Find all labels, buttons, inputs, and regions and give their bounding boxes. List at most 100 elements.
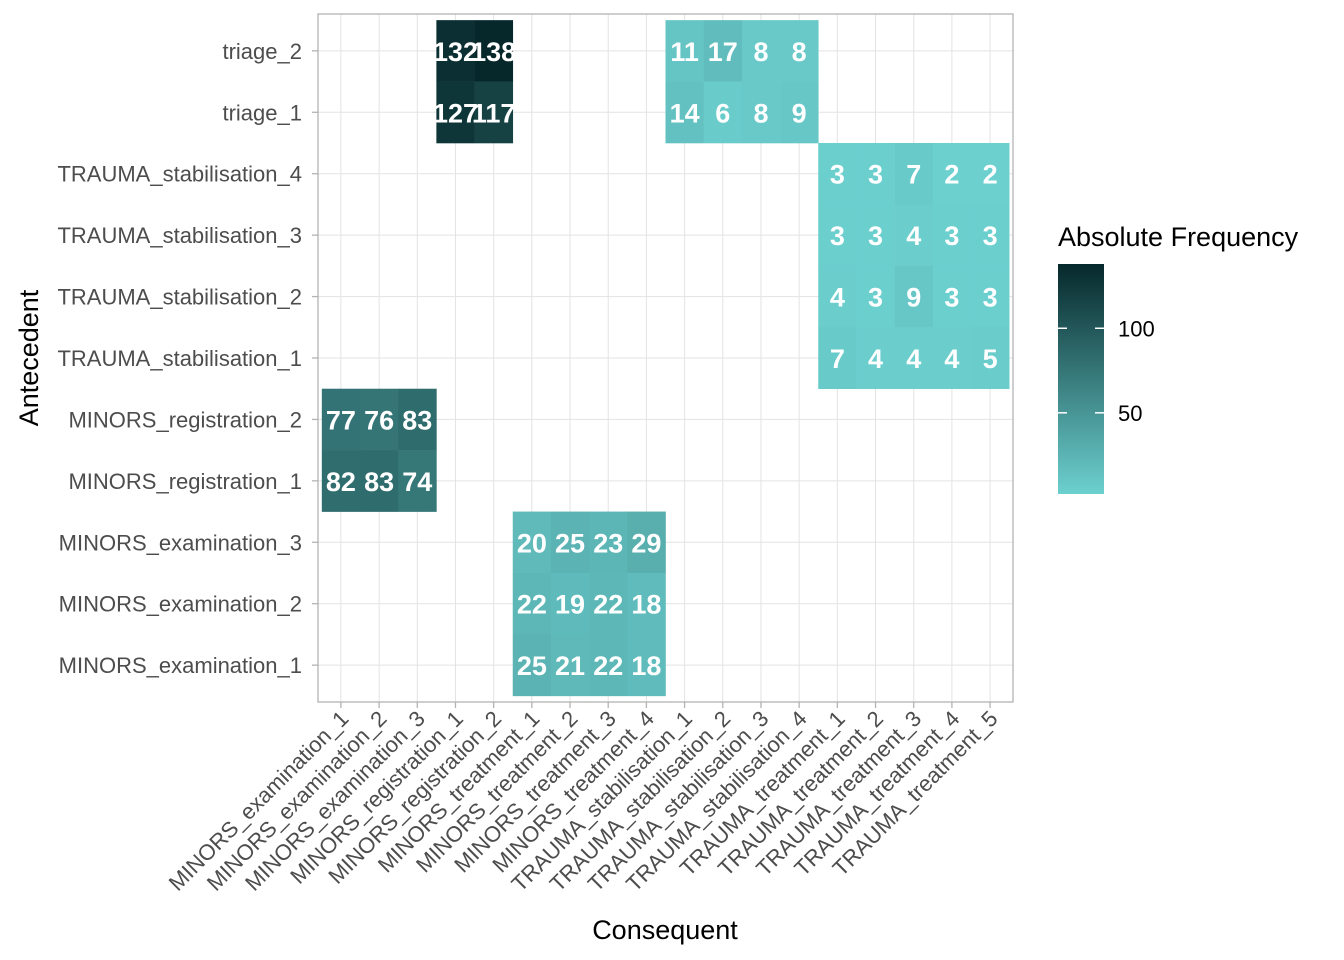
heatmap-cells: [321, 20, 1010, 697]
heatmap-cell: [589, 573, 628, 635]
heatmap-cell: [436, 20, 475, 82]
heatmap-cell: [665, 20, 704, 82]
y-tick-label: TRAUMA_stabilisation_3: [57, 223, 302, 248]
cell-value-label: 3: [944, 221, 959, 251]
cell-value-label: 3: [983, 283, 998, 313]
cell-value-label: 2: [944, 160, 959, 190]
cell-value-label: 8: [753, 98, 768, 128]
cell-value-label: 7: [830, 344, 845, 374]
x-axis-title: Consequent: [592, 915, 738, 945]
y-tick-label: triage_1: [222, 100, 302, 125]
heatmap-cell: [818, 327, 857, 390]
heatmap-cell: [894, 265, 934, 328]
heatmap-cell: [321, 388, 361, 451]
cell-value-label: 4: [906, 344, 921, 374]
cell-value-label: 9: [792, 98, 807, 128]
cell-value-label: 127: [433, 98, 478, 128]
legend: Absolute Frequency 50 100: [1058, 222, 1299, 494]
y-tick-label: MINORS_registration_1: [68, 469, 302, 494]
heatmap-cell: [398, 450, 437, 512]
cell-value-label: 82: [326, 467, 356, 497]
cell-value-label: 18: [631, 651, 661, 681]
heatmap-cell: [894, 327, 934, 390]
cell-value-label: 3: [868, 283, 883, 313]
y-tick-label: MINORS_registration_2: [68, 407, 302, 432]
heatmap-cell: [818, 143, 857, 205]
heatmap-cell: [589, 634, 628, 697]
cell-value-label: 2: [983, 160, 998, 190]
cell-value-label: 5: [983, 344, 998, 374]
legend-colorbar: [1058, 264, 1104, 494]
heatmap-cell: [627, 511, 666, 574]
x-axis-ticks: MINORS_examination_1MINORS_examination_2…: [164, 702, 1003, 896]
cell-value-label: 22: [593, 651, 623, 681]
cell-value-label: 20: [517, 528, 547, 558]
heatmap-cell: [665, 81, 704, 144]
cell-value-label: 4: [868, 344, 883, 374]
cell-value-label: 8: [792, 37, 807, 67]
y-axis-title: Antecedent: [14, 289, 44, 426]
cell-value-label: 22: [517, 590, 547, 620]
heatmap-cell: [512, 573, 552, 635]
heatmap-cell: [474, 81, 514, 144]
cell-value-label: 17: [708, 37, 738, 67]
heatmap-cell: [894, 143, 934, 205]
y-tick-label: triage_2: [222, 39, 302, 64]
cell-value-label: 117: [472, 98, 516, 128]
cell-value-label: 132: [433, 37, 478, 67]
y-tick-label: TRAUMA_stabilisation_1: [57, 346, 302, 371]
cell-value-label: 6: [715, 98, 730, 128]
heatmap-cell: [780, 20, 819, 82]
heatmap-cell: [932, 204, 972, 267]
cell-value-label: 3: [830, 221, 845, 251]
cell-value-label: 25: [555, 528, 585, 558]
cell-value-label: 3: [944, 283, 959, 313]
cell-value-label: 3: [868, 221, 883, 251]
cell-value-label: 21: [555, 651, 585, 681]
heatmap-cell: [970, 204, 1010, 267]
heatmap-cell: [398, 388, 437, 451]
heatmap-cell: [589, 511, 628, 574]
y-tick-label: MINORS_examination_2: [59, 592, 302, 617]
heatmap-cell: [703, 20, 743, 82]
heatmap-cell: [550, 573, 590, 635]
heatmap-cell: [970, 327, 1010, 390]
heatmap-cell: [550, 634, 590, 697]
heatmap-cell: [703, 81, 743, 144]
cell-value-label: 83: [364, 467, 394, 497]
heatmap-cell: [894, 204, 934, 267]
cell-value-label: 29: [631, 528, 661, 558]
cell-value-label: 76: [364, 405, 394, 435]
cell-value-label: 19: [555, 590, 585, 620]
cell-value-label: 14: [670, 98, 700, 128]
heatmap-cell: [856, 143, 895, 205]
heatmap-cell: [627, 573, 666, 635]
heatmap-cell: [321, 450, 361, 512]
cell-value-label: 77: [326, 405, 356, 435]
heatmap-cell: [741, 81, 781, 144]
heatmap-cell: [932, 327, 972, 390]
cell-value-label: 22: [593, 590, 623, 620]
cell-value-label: 4: [906, 221, 921, 251]
heatmap-cell: [627, 634, 666, 697]
legend-ticks: 50 100: [1058, 316, 1155, 426]
heatmap-cell: [360, 450, 399, 512]
cell-value-label: 8: [753, 37, 768, 67]
heatmap-cell: [512, 511, 552, 574]
heatmap-cell: [970, 265, 1010, 328]
cell-value-label: 25: [517, 651, 547, 681]
heatmap-cell: [512, 634, 552, 697]
heatmap-cell: [780, 81, 819, 144]
heatmap-cell: [436, 81, 475, 144]
heatmap-cell: [360, 388, 399, 451]
cell-value-label: 83: [402, 405, 432, 435]
cell-value-label: 7: [906, 160, 921, 190]
y-tick-label: TRAUMA_stabilisation_4: [57, 162, 302, 187]
heatmap-cell: [741, 20, 781, 82]
cell-value-label: 11: [670, 37, 699, 67]
heatmap-cell: [856, 265, 895, 328]
heatmap-cell: [550, 511, 590, 574]
legend-tick-label: 50: [1118, 401, 1142, 426]
